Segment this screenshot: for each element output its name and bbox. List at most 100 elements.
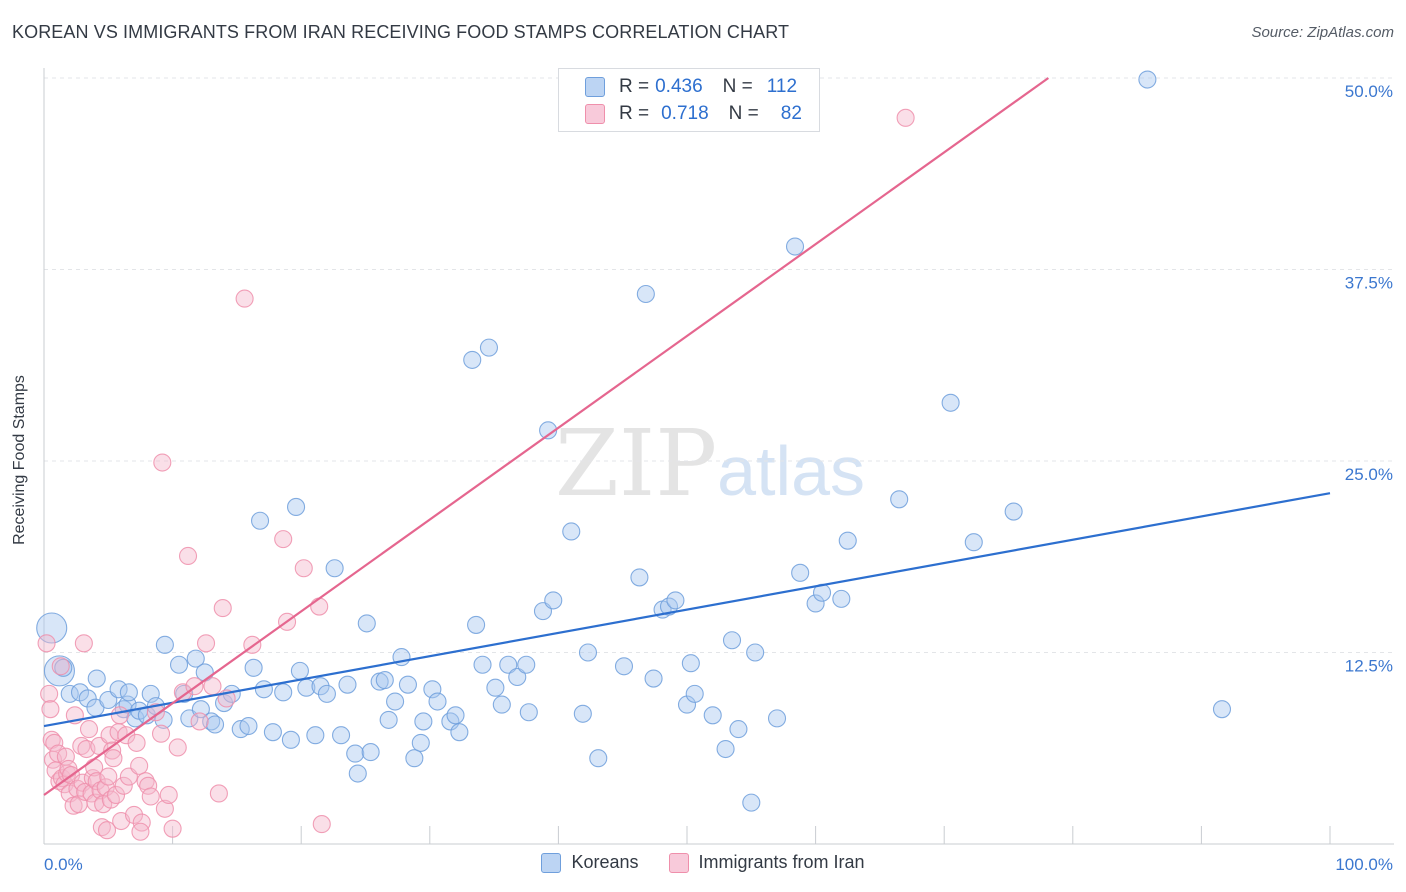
iran-point [106, 785, 126, 805]
korean-point [43, 655, 75, 687]
iran-point [40, 684, 59, 703]
legend-n-value: 112 [766, 76, 798, 97]
iran-point [151, 724, 171, 743]
korean-point [479, 338, 499, 357]
korean-point [119, 683, 138, 702]
iran-point [168, 738, 187, 757]
korean-point [428, 692, 447, 711]
korean-point [806, 594, 825, 613]
legend-r-value: 0.436 [655, 76, 703, 97]
korean-point [729, 720, 748, 739]
korean-point [562, 522, 581, 541]
korean-point [205, 715, 225, 734]
korean-point [450, 723, 469, 742]
korean-point [767, 709, 787, 728]
y-tick-label: 50.0% [1345, 82, 1393, 101]
legend-n-value: 82 [780, 103, 802, 124]
korean-point [486, 678, 505, 697]
legend-n-label: N = [722, 76, 753, 97]
korean-point [544, 591, 563, 610]
korean-point [463, 350, 482, 369]
iran-point [104, 749, 123, 768]
x-tick-label: 0.0% [44, 855, 83, 874]
iran-point [92, 818, 111, 837]
iran-point [213, 599, 232, 618]
korean-point [519, 703, 538, 722]
korean-point [467, 615, 486, 634]
korean-point [1004, 502, 1023, 521]
legend-label-iran: Immigrants from Iran [698, 852, 865, 872]
iran-point [141, 787, 160, 806]
iran-point [50, 772, 69, 791]
legend-swatch-iran [585, 104, 605, 124]
korean-point [473, 655, 492, 674]
iran-point [51, 657, 70, 676]
iran-point [274, 530, 293, 549]
korean-point [964, 533, 983, 552]
iran-point [99, 767, 118, 786]
korean-point [290, 661, 309, 680]
korean-point [446, 706, 465, 725]
korean-point [332, 726, 351, 745]
korean-point [414, 712, 433, 731]
korean-point [685, 684, 704, 703]
iran-point [196, 634, 216, 653]
legend-n-label: N = [728, 103, 759, 124]
iran-point [131, 822, 150, 841]
iran-point [41, 700, 60, 719]
y-tick-label: 12.5% [1345, 657, 1393, 676]
correlation-legend: R = 0.436 N = 112 R = 0.718 N = 82 [558, 68, 820, 132]
korean-point [78, 689, 97, 708]
legend-item-koreans: Koreans [541, 852, 639, 873]
iran-point [103, 741, 122, 760]
series-legend: Koreans Immigrants from Iran [0, 852, 1406, 873]
iran-point [178, 546, 198, 566]
iran-point [146, 703, 165, 722]
iran-point [190, 712, 209, 731]
korean-point [746, 643, 765, 662]
korean-point [681, 654, 700, 673]
korean-point [250, 511, 270, 530]
korean-point [379, 710, 398, 729]
korean-point [722, 631, 742, 650]
korean-point [274, 683, 293, 702]
korean-point [254, 680, 273, 699]
iran-point [153, 453, 172, 472]
korean-point [578, 643, 598, 662]
korean-point [348, 764, 367, 783]
korean-point [499, 655, 518, 674]
korean-point [155, 635, 174, 654]
korean-point [785, 237, 805, 256]
iran-point [72, 736, 91, 756]
korean-point [244, 658, 263, 677]
iran-point [163, 819, 182, 838]
iran-point [235, 289, 254, 308]
iran-point [139, 776, 158, 795]
korean-point [492, 695, 511, 714]
iran-point [209, 784, 228, 803]
iran-point [79, 720, 99, 739]
watermark-atlas: atlas [717, 432, 866, 510]
korean-point [703, 706, 722, 725]
korean-point [87, 669, 106, 688]
iran-point [130, 756, 149, 775]
korean-point [716, 739, 735, 759]
iran-point [896, 108, 915, 127]
korean-point [589, 749, 608, 768]
korean-point [742, 793, 761, 812]
korean-point [791, 563, 810, 582]
iran-point [312, 815, 331, 834]
korean-point [346, 744, 365, 763]
korean-point [398, 675, 417, 694]
korean-point [306, 726, 325, 745]
korean-point [357, 614, 376, 633]
korean-point [614, 657, 634, 676]
korean-point [169, 655, 189, 674]
korean-trendline [43, 492, 1331, 728]
korean-point [508, 667, 527, 687]
x-tick-label: 100.0% [1335, 855, 1393, 874]
iran-point [114, 776, 133, 795]
iran-point [294, 559, 313, 578]
korean-point [636, 284, 655, 304]
